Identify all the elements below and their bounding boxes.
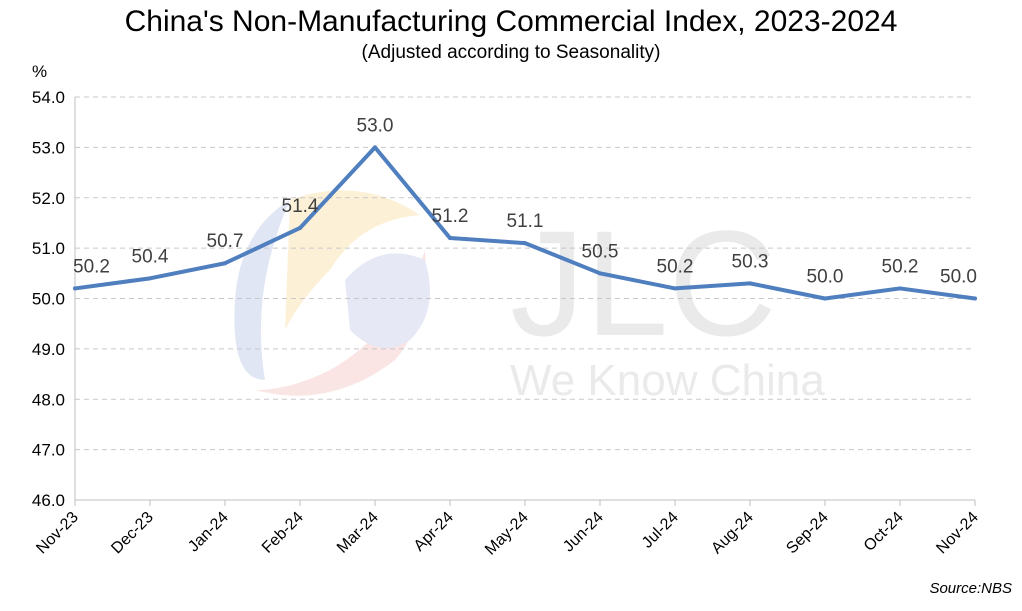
data-label: 50.3 xyxy=(732,251,769,272)
x-tick-label: Apr-24 xyxy=(411,509,457,555)
data-label: 51.1 xyxy=(507,211,544,232)
y-tick-label: 53.0 xyxy=(32,138,65,157)
data-point xyxy=(523,241,527,246)
y-tick-label: 48.0 xyxy=(32,390,65,409)
x-tick-label: May-24 xyxy=(482,509,532,559)
x-tick-label: Dec-23 xyxy=(108,509,157,558)
data-label: 51.2 xyxy=(432,206,469,227)
data-point xyxy=(298,225,302,230)
chart-subtitle: (Adjusted according to Seasonality) xyxy=(361,42,661,63)
y-axis-unit-label: % xyxy=(32,62,47,81)
axis-layer: 46.0 47.0 48.0 49.0 50.0 51.0 52.0 53.0 54.0 Nov-… xyxy=(32,88,982,559)
data-label: 50.7 xyxy=(207,231,244,252)
x-tick-label: Sep-24 xyxy=(783,509,832,558)
x-tick-label: Aug-24 xyxy=(708,509,757,558)
data-label: 53.0 xyxy=(357,115,394,136)
x-tick-label: Mar-24 xyxy=(334,509,382,557)
y-tick-label: 51.0 xyxy=(32,239,65,258)
data-point xyxy=(73,286,77,291)
x-tick-label: Nov-24 xyxy=(933,509,982,558)
data-label: 50.5 xyxy=(582,241,619,262)
x-tick-label: Oct-24 xyxy=(861,509,907,555)
y-tick-label: 49.0 xyxy=(32,340,65,359)
y-tick-label: 46.0 xyxy=(32,491,65,510)
data-point xyxy=(223,261,227,266)
source-note: Source:NBS xyxy=(929,580,1012,597)
watermark-tagline: We Know China xyxy=(510,356,825,405)
data-label: 51.4 xyxy=(282,196,319,217)
x-tick-label: Nov-23 xyxy=(33,509,82,558)
data-label: 50.2 xyxy=(657,256,694,277)
data-label: 50.0 xyxy=(940,267,977,288)
data-label-layer: 50.2 50.4 50.7 51.4 53.0 51.2 51.1 50.5 50.2 50.3… xyxy=(73,115,977,287)
data-point xyxy=(598,271,602,276)
series-layer xyxy=(73,145,977,301)
data-label: 50.2 xyxy=(882,256,919,277)
data-point xyxy=(373,145,377,150)
x-tick-label: Feb-24 xyxy=(259,509,307,557)
x-tick-label: Jan-24 xyxy=(185,509,232,556)
y-tick-label: 50.0 xyxy=(32,290,65,309)
data-label: 50.0 xyxy=(807,267,844,288)
data-point xyxy=(448,236,452,241)
x-tick-label: Jul-24 xyxy=(639,509,682,552)
chart-title: China's Non-Manufacturing Commercial Ind… xyxy=(124,5,898,38)
y-tick-label: 47.0 xyxy=(32,441,65,460)
data-point xyxy=(898,286,902,291)
data-point xyxy=(148,276,152,281)
y-tick-label: 54.0 xyxy=(32,88,65,107)
data-point xyxy=(673,286,677,291)
data-point xyxy=(823,296,827,301)
y-tick-label: 52.0 xyxy=(32,189,65,208)
data-point xyxy=(973,296,977,301)
data-point xyxy=(748,281,752,286)
data-label: 50.2 xyxy=(73,256,110,277)
data-label: 50.4 xyxy=(132,246,169,267)
x-tick-label: Jun-24 xyxy=(560,509,607,556)
